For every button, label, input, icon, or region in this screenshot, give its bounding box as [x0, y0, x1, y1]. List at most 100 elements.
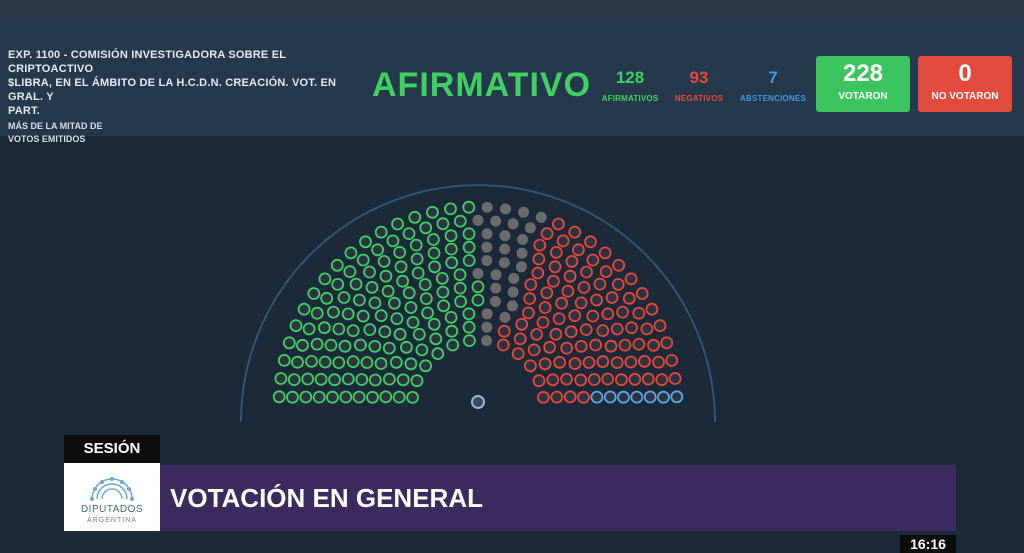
seat-afirmativo	[471, 293, 485, 307]
seat-afirmativo	[296, 338, 309, 352]
seat-negativo	[560, 372, 573, 386]
seat-afirmativo	[394, 260, 408, 274]
seat-ausente	[481, 201, 493, 213]
vote-result: AFIRMATIVO	[372, 66, 592, 104]
seat-ausente	[499, 311, 511, 323]
seat-negativo	[536, 315, 550, 329]
seat-ausente	[499, 243, 511, 255]
seat-afirmativo	[339, 390, 353, 404]
seat-ausente	[517, 234, 529, 245]
seat-ausente	[490, 215, 502, 227]
seat-negativo	[565, 255, 579, 268]
seat-afirmativo	[337, 291, 351, 304]
seat-negativo	[625, 321, 638, 335]
seat-afirmativo	[378, 325, 392, 339]
seat-afirmativo	[330, 258, 344, 272]
seat-ausente	[535, 211, 547, 223]
seat-negativo	[553, 355, 567, 369]
seat-afirmativo	[381, 284, 395, 298]
majority-line-1: MÁS DE LA MITAD DE	[8, 121, 103, 131]
seat-negativo	[563, 390, 577, 404]
seat-afirmativo	[305, 354, 318, 368]
seat-negativo	[610, 322, 624, 336]
seat-afirmativo	[393, 327, 407, 341]
seat-afirmativo	[356, 309, 370, 323]
hemicycle-outline	[240, 184, 716, 423]
seat-afirmativo	[352, 293, 366, 307]
seat-afirmativo	[462, 240, 476, 254]
seat-afirmativo	[291, 355, 304, 369]
seat-afirmativo	[429, 332, 443, 346]
seat-afirmativo	[332, 356, 346, 370]
abstenciones-value: 7	[768, 68, 778, 87]
seat-afirmativo	[471, 280, 485, 294]
seat-negativo	[589, 338, 602, 352]
seat-negativo	[580, 265, 593, 279]
seat-negativo	[653, 319, 667, 333]
seat-negativo	[550, 390, 564, 404]
seat-afirmativo	[374, 225, 388, 239]
seat-afirmativo	[352, 390, 366, 404]
no-votaron-box: 0 NO VOTARON	[918, 56, 1012, 112]
seat-afirmativo	[356, 253, 370, 267]
seat-afirmativo	[286, 390, 299, 404]
motion-line-3: PART.	[8, 105, 40, 117]
seat-afirmativo	[368, 373, 382, 387]
seat-afirmativo	[282, 336, 296, 350]
negativos-count: 93 NEGATIVOS	[654, 68, 744, 103]
seat-negativo	[660, 336, 674, 350]
seat-afirmativo	[346, 324, 360, 338]
seat-ausente	[499, 230, 511, 242]
seat-negativo	[522, 306, 535, 320]
seat-negativo	[632, 306, 646, 320]
title-bar: VOTACIÓN EN GENERAL	[160, 465, 956, 531]
seat-negativo	[596, 324, 610, 338]
vote-title: VOTACIÓN EN GENERAL	[170, 483, 483, 513]
seat-negativo	[611, 277, 625, 291]
seat-afirmativo	[287, 373, 301, 387]
seat-afirmativo	[390, 312, 404, 326]
seat-afirmativo	[462, 254, 476, 267]
afirmativos-label: AFIRMATIVOS	[601, 94, 659, 103]
seat-afirmativo	[444, 242, 458, 256]
seat-negativo	[598, 246, 612, 260]
seat-negativo	[652, 355, 665, 369]
seat-negativo	[568, 225, 582, 239]
seat-negativo	[665, 353, 679, 367]
seat-afirmativo	[415, 343, 429, 357]
seat-afirmativo	[379, 390, 393, 404]
seat-ausente	[489, 296, 501, 307]
seat-afirmativo	[366, 390, 379, 404]
seat-negativo	[616, 305, 629, 319]
seat-afirmativo	[314, 372, 328, 386]
seat-negativo	[638, 354, 651, 368]
seat-afirmativo	[444, 310, 458, 324]
seat-ausente	[472, 268, 484, 279]
seat-afirmativo	[428, 260, 442, 274]
seat-afirmativo	[453, 268, 467, 282]
seat-afirmativo	[418, 278, 432, 291]
seat-ausente	[472, 214, 484, 226]
seat-negativo	[548, 260, 562, 274]
seat-afirmativo	[410, 252, 424, 266]
seat-ausente	[508, 272, 520, 284]
seat-afirmativo	[409, 238, 423, 252]
seat-negativo	[552, 217, 565, 231]
seat-negativo	[618, 338, 632, 352]
seat-negativo	[546, 373, 560, 387]
seat-afirmativo	[426, 233, 440, 246]
diputados-logo: DIPUTADOS ARGENTINA	[64, 463, 160, 531]
seat-afirmativo	[274, 372, 288, 385]
votaron-value: 228	[842, 60, 884, 87]
seat-negativo	[587, 373, 601, 386]
seat-afirmativo	[419, 221, 433, 235]
seat-abstencion	[603, 390, 617, 404]
seat-negativo	[582, 356, 596, 369]
seat-afirmativo	[453, 214, 467, 228]
seat-afirmativo	[317, 321, 331, 335]
seat-afirmativo	[307, 287, 321, 300]
seat-afirmativo	[355, 373, 369, 386]
seat-negativo	[556, 234, 570, 248]
seat-afirmativo	[386, 234, 400, 248]
seat-negativo	[640, 322, 654, 336]
